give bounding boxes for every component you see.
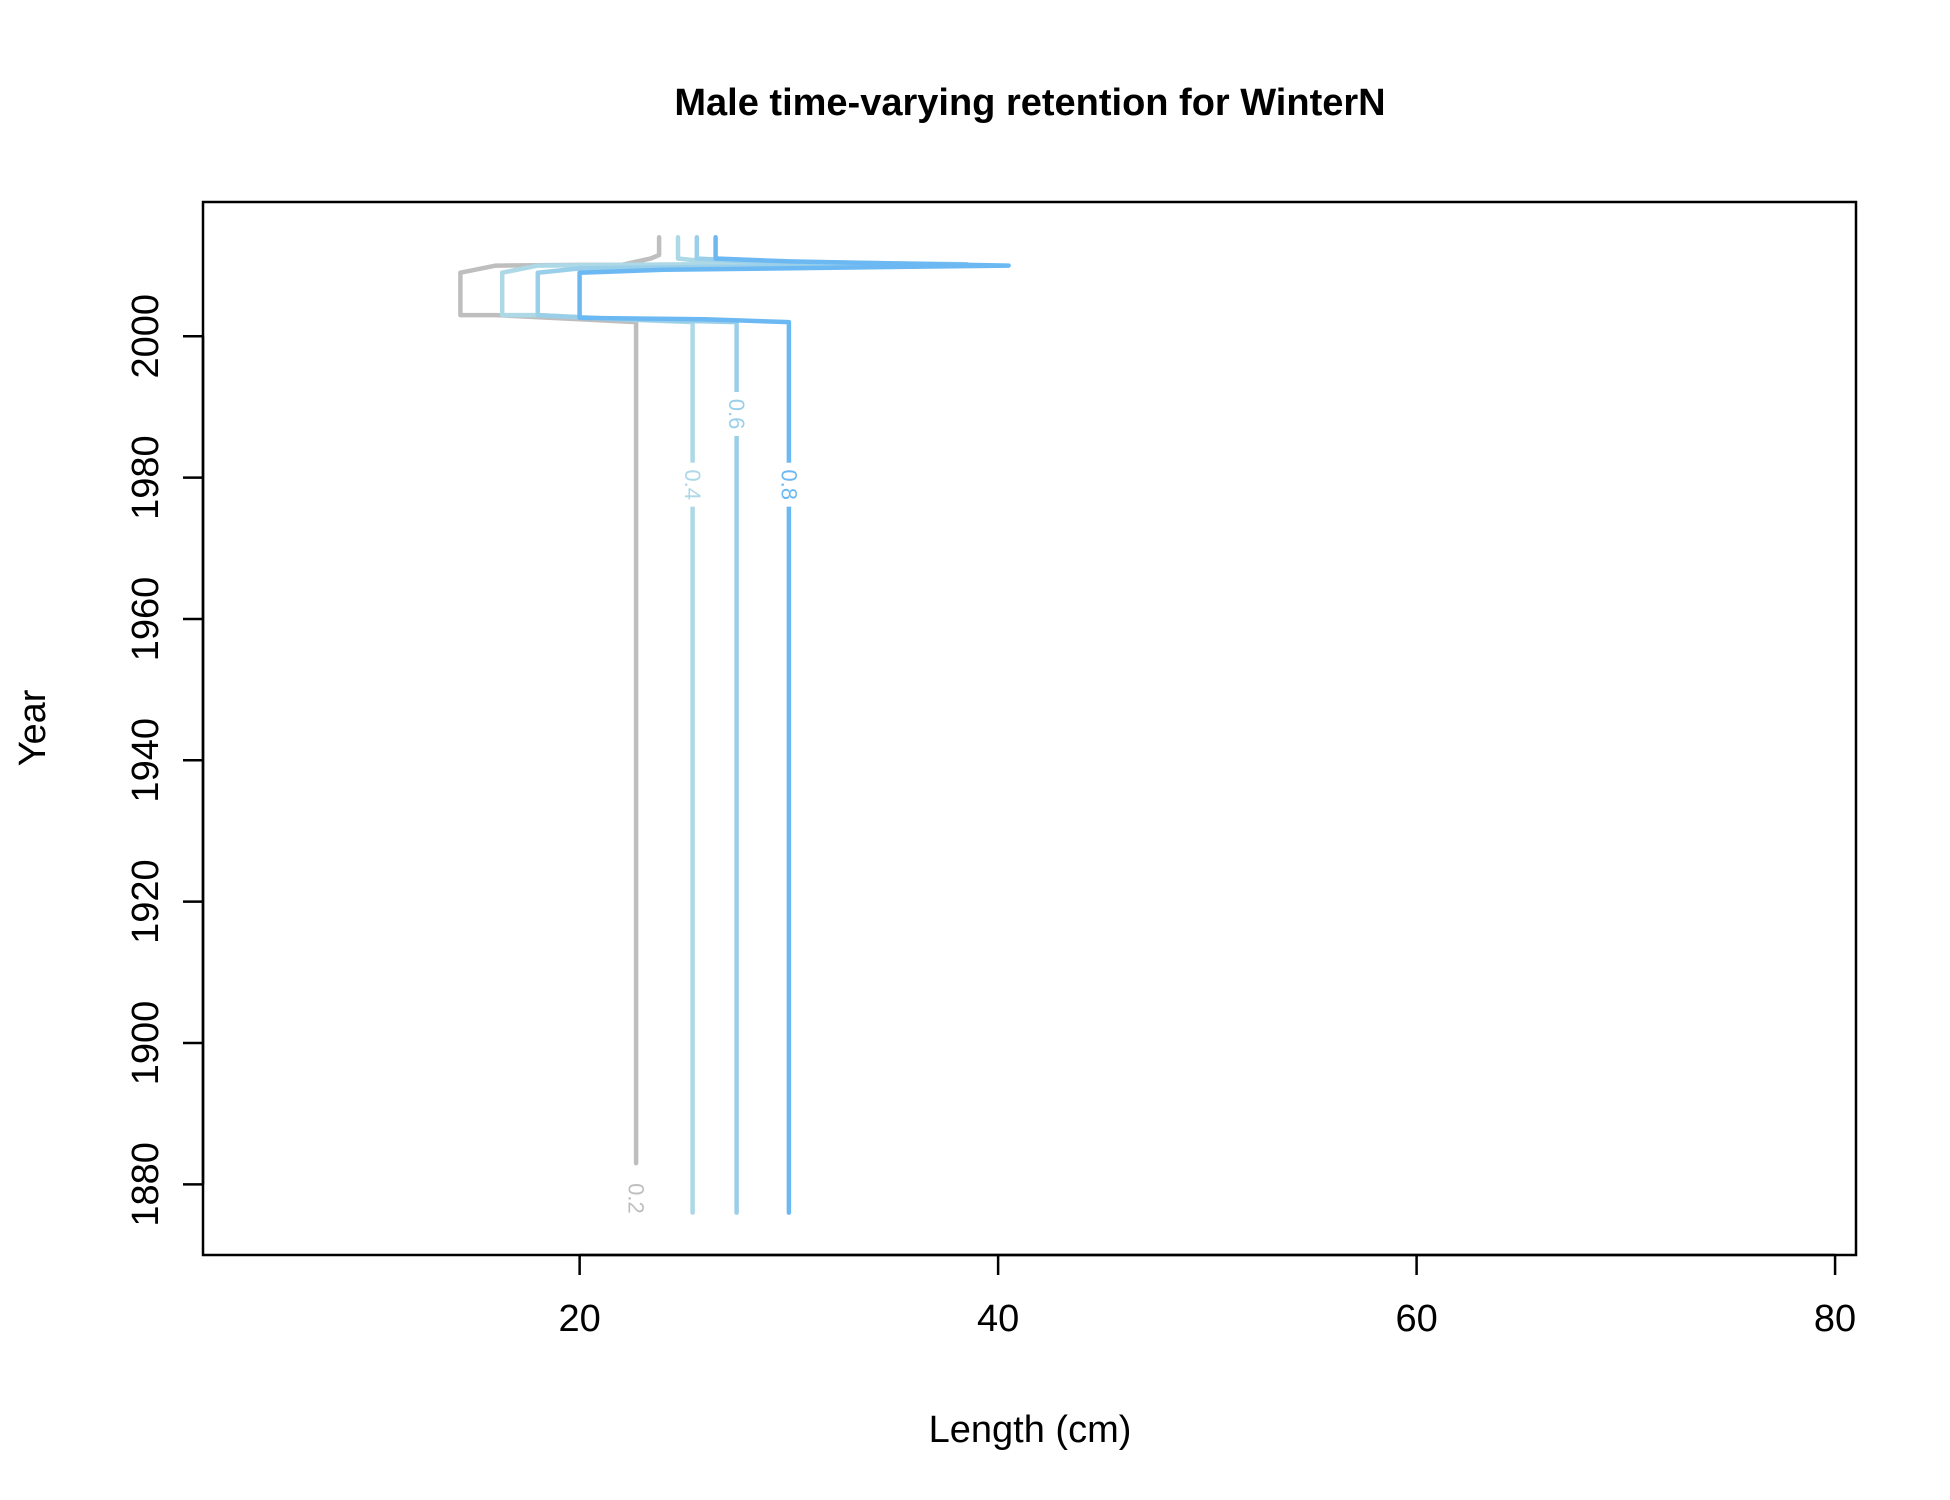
- y-axis: 1880 1900 1920 1940 1960 1980 2000: [125, 294, 205, 1227]
- contour-label: 0.2: [624, 1183, 649, 1214]
- x-axis-title: Length (cm): [929, 1409, 1132, 1451]
- contour-line-0.8: [577, 235, 1011, 1215]
- contour-line-0.2: [458, 235, 662, 1166]
- x-axis: 20 40 60 80: [558, 1253, 1856, 1340]
- x-tick-label: 40: [977, 1298, 1019, 1340]
- contour-label: 0.4: [680, 469, 705, 500]
- x-tick-label: 60: [1395, 1298, 1437, 1340]
- contour-label: 0.8: [776, 469, 801, 500]
- y-tick-label: 1960: [125, 577, 167, 662]
- series-layer: 0.2 0.4 0.6 0.8: [458, 235, 1011, 1221]
- x-tick-label: 20: [558, 1298, 600, 1340]
- plot-frame: [201, 200, 1858, 1257]
- contour-label-gap: [682, 462, 703, 507]
- y-axis-title: Year: [12, 689, 54, 766]
- contour-line-0.4: [499, 235, 792, 1215]
- x-tick-label: 80: [1814, 1298, 1856, 1340]
- y-tick-label: 1940: [125, 718, 167, 803]
- contour-label-gap: [726, 392, 747, 437]
- contour-label-gap: [778, 462, 799, 507]
- y-tick-label: 2000: [125, 294, 167, 379]
- contour-label: 0.6: [724, 399, 749, 430]
- y-tick-label: 1900: [125, 1001, 167, 1086]
- y-tick-label: 1980: [125, 435, 167, 520]
- contour-label-gap: [626, 1176, 647, 1221]
- y-tick-label: 1880: [125, 1142, 167, 1227]
- chart-title: Male time-varying retention for WinterN: [674, 82, 1385, 124]
- y-tick-label: 1920: [125, 859, 167, 944]
- contour-line-0.6: [535, 235, 969, 1215]
